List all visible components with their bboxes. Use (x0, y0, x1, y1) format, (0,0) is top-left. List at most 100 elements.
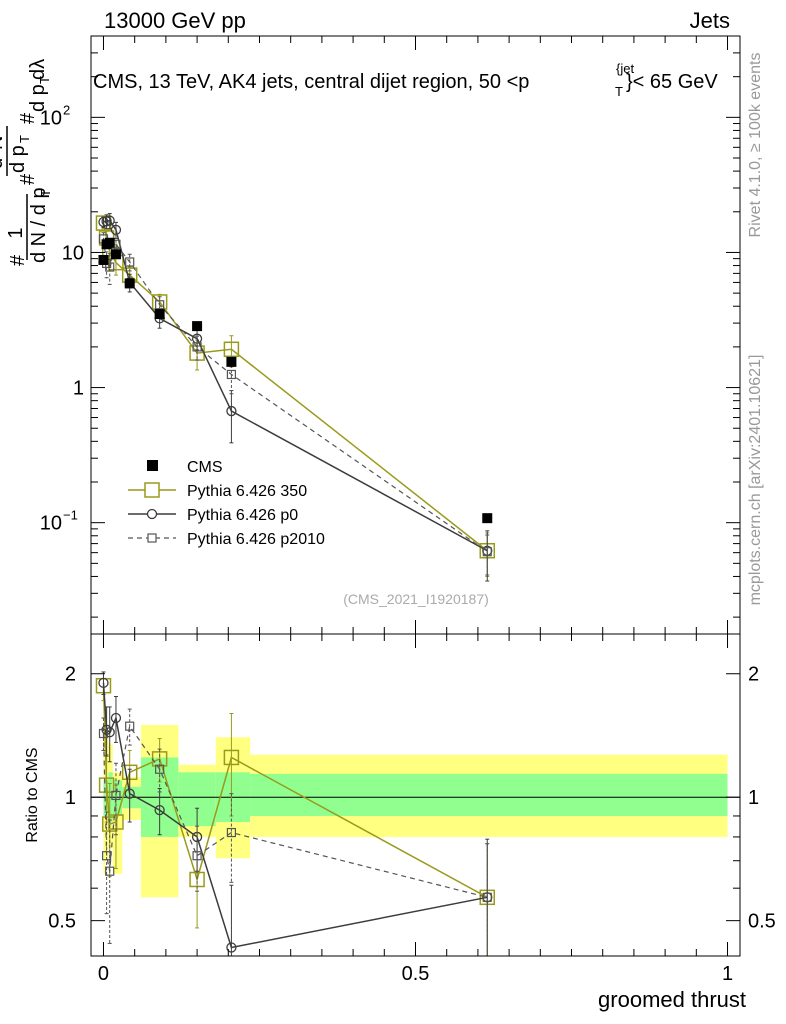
ratio-point-p2010-2 (105, 866, 115, 876)
ylabel-part-one: 1 (5, 227, 27, 238)
ratio-series-layer (95, 671, 496, 957)
legend-label-p0: Pythia 6.426 p0 (187, 507, 298, 524)
main-point-cms-6 (192, 321, 203, 332)
ratio-band-green-8 (250, 773, 728, 816)
ratio-band-green-3 (112, 780, 123, 816)
legend-marker-p2010 (147, 533, 157, 543)
legend-label-cms: CMS (187, 459, 223, 476)
header-right: Jets (690, 8, 730, 33)
main-point-p2010-8 (482, 547, 492, 557)
main-ytick-label-3: 10 (40, 513, 62, 535)
ratio-point-p350-3 (108, 814, 124, 830)
plot-title-main: CMS, 13 TeV, AK4 jets, central dijet reg… (93, 71, 529, 93)
legend: CMS Pythia 6.426 350 Pythia 6.426 p0 Pythia… (128, 459, 325, 548)
legend-marker-cms (147, 460, 158, 471)
main-point-cms-8 (482, 513, 493, 524)
main-line-p350 (102, 222, 488, 552)
ratio-point-p2010-6 (192, 851, 202, 861)
ratio-point-p2010-1 (102, 851, 112, 861)
ratio-xtick-label-1: 0.5 (402, 963, 430, 985)
main-ytick-label-0: 10 (40, 107, 62, 129)
ratio-point-p350-7 (223, 749, 240, 766)
ylabel-part-dp2: d p (27, 84, 49, 112)
main-point-cms-2 (104, 237, 115, 248)
ylabel-part-hash3: # (17, 112, 39, 124)
ratio-point-p0-5 (154, 804, 165, 816)
side-label-bottom: mcplots.cern.ch [arXiv:2401.10621] (747, 355, 764, 606)
header-left: 13000 GeV pp (104, 8, 246, 33)
ratio-xtick-label-0: 0 (98, 963, 109, 985)
ylabel-part-sub3: T (37, 76, 52, 84)
ratio-line-p2010 (102, 724, 488, 898)
ylabel-part-dlambda: dλ (27, 59, 49, 80)
main-ytick-label-exp-0: 2 (63, 102, 70, 117)
main-point-p350-7 (223, 341, 240, 358)
legend-label-p2010: Pythia 6.426 p2010 (187, 531, 325, 548)
ratio-xtick-label-2: 1 (722, 963, 733, 985)
ylabel-part-sub2: T (17, 135, 32, 143)
ratio-band-green-0 (103, 780, 106, 816)
main-ytick-label-1: 10 (62, 242, 84, 264)
ratio-ytick-label-left-2: 0.5 (48, 911, 76, 933)
legend-marker-p0 (146, 508, 158, 520)
legend-label-p350: Pythia 6.426 350 (187, 483, 307, 500)
plot-title-tail: }< 65 GeV (626, 71, 718, 93)
ratio-point-p0-4 (124, 788, 135, 799)
main-point-cms-0 (98, 254, 109, 265)
ratio-plot-area (91, 719, 740, 898)
ratio-point-p2010-8 (482, 892, 492, 902)
ratio-point-p2010-4 (125, 721, 135, 731)
plot-title-sup: {jet (616, 61, 634, 76)
ratio-ytick-label-right-0: 2 (748, 664, 759, 686)
ratio-point-p0-3 (110, 712, 122, 724)
ratio-point-p0-7 (226, 942, 237, 953)
ylabel-part-dn: d N / d p (28, 187, 50, 263)
main-point-p2010-5 (155, 300, 165, 310)
ratio-y-label: Ratio to CMS (24, 747, 41, 842)
ratio-ytick-label-left-0: 2 (65, 664, 76, 686)
ylabel-part-d: d (0, 158, 7, 169)
x-axis-label: groomed thrust (598, 987, 746, 1012)
ratio-ytick-label-right-1: 1 (748, 787, 759, 809)
main-point-cms-7 (226, 356, 237, 367)
ratio-point-p2010-5 (155, 764, 165, 774)
analysis-tag: (CMS_2021_I1920187) (343, 591, 489, 607)
ratio-point-p2010-3 (111, 790, 121, 801)
main-series-layer (95, 213, 496, 582)
main-point-p0-2 (104, 215, 115, 226)
ratio-point-p350-5 (151, 751, 168, 767)
main-point-p2010-2 (105, 262, 115, 272)
ratio-band-yellow-3 (112, 772, 123, 874)
main-point-p2010-6 (192, 342, 202, 352)
main-point-cms-3 (110, 249, 121, 260)
main-point-cms-5 (154, 309, 165, 320)
ylabel-part-dp: d p (7, 145, 29, 173)
ratio-axis-ticks: 2 2 1 1 0.5 0.5 0 0.5 1 (48, 634, 776, 985)
main-y-label: # 1 d N / d p T # d p T d 2 N # d p T dλ (0, 59, 53, 266)
main-ytick-label-exp-3: −1 (63, 508, 78, 523)
ylabel-part-sub1: T (38, 189, 53, 197)
ratio-point-p0-0 (98, 677, 109, 689)
legend-marker-p350 (144, 482, 160, 498)
ratio-point-p2010-0 (98, 728, 109, 739)
main-line-p0 (103, 219, 488, 552)
plot-title-sub: T (615, 84, 623, 99)
ratio-point-p0-2 (104, 727, 115, 738)
side-label-top: Rivet 4.1.0, ≥ 100k events (747, 53, 764, 238)
main-point-cms-4 (124, 278, 135, 289)
ylabel-part-hash2: # (17, 173, 39, 185)
ratio-point-p2010-7 (226, 827, 237, 838)
ylabel-part-hash: # (7, 254, 29, 266)
ratio-point-p350-1 (98, 777, 115, 793)
main-point-p0-3 (110, 224, 122, 236)
main-point-p0-7 (226, 405, 237, 417)
ratio-ytick-label-right-2: 0.5 (748, 911, 776, 933)
ylabel-part-n: N (0, 136, 7, 150)
main-ytick-label-2: 1 (73, 378, 84, 400)
ratio-point-p350-6 (189, 871, 205, 888)
main-point-p2010-4 (125, 257, 135, 267)
main-point-p2010-7 (226, 369, 237, 380)
plot-title: CMS, 13 TeV, AK4 jets, central dijet reg… (93, 71, 529, 93)
